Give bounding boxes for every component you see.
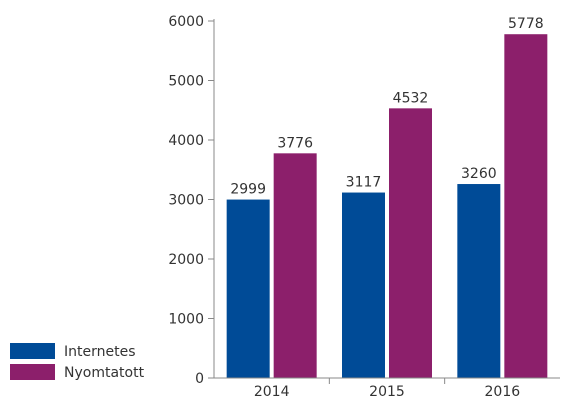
y-tick-label: 2000 [168,252,204,268]
y-axis: 0 1000 2000 3000 4000 5000 6000 [168,14,215,387]
bars [226,34,548,379]
y-tick-label: 0 [195,371,204,387]
data-label: 3776 [277,135,313,151]
x-tick-label: 2014 [254,384,290,396]
data-label: 3260 [461,166,497,182]
data-label: 3117 [346,175,382,191]
bar-internetes-2016 [457,184,501,378]
x-axis: 2014 2015 2016 [214,377,560,396]
y-tick-label: 5000 [168,74,204,90]
x-tick-label: 2016 [485,384,521,396]
bar-nyomtatott-2014 [273,153,317,378]
data-label: 2999 [230,182,266,198]
data-labels: 2999 3776 3117 4532 3260 5778 [230,16,543,197]
bar-nyomtatott-2016 [504,34,548,379]
legend-label: Nyomtatott [64,365,145,381]
data-label: 5778 [508,16,544,32]
y-tick-label: 1000 [168,312,204,328]
bar-internetes-2014 [226,199,270,378]
y-tick-label: 6000 [168,14,204,30]
bar-internetes-2015 [342,192,385,378]
y-tick-label: 4000 [168,133,204,149]
data-label: 4532 [393,90,429,106]
x-tick-label: 2015 [369,384,405,396]
legend-swatch-nyomtatott [10,364,55,380]
y-tick-label: 3000 [168,193,204,209]
legend: Internetes Nyomtatott [10,343,145,381]
legend-label: Internetes [64,344,136,360]
legend-swatch-internetes [10,343,55,359]
bar-nyomtatott-2015 [389,108,432,378]
